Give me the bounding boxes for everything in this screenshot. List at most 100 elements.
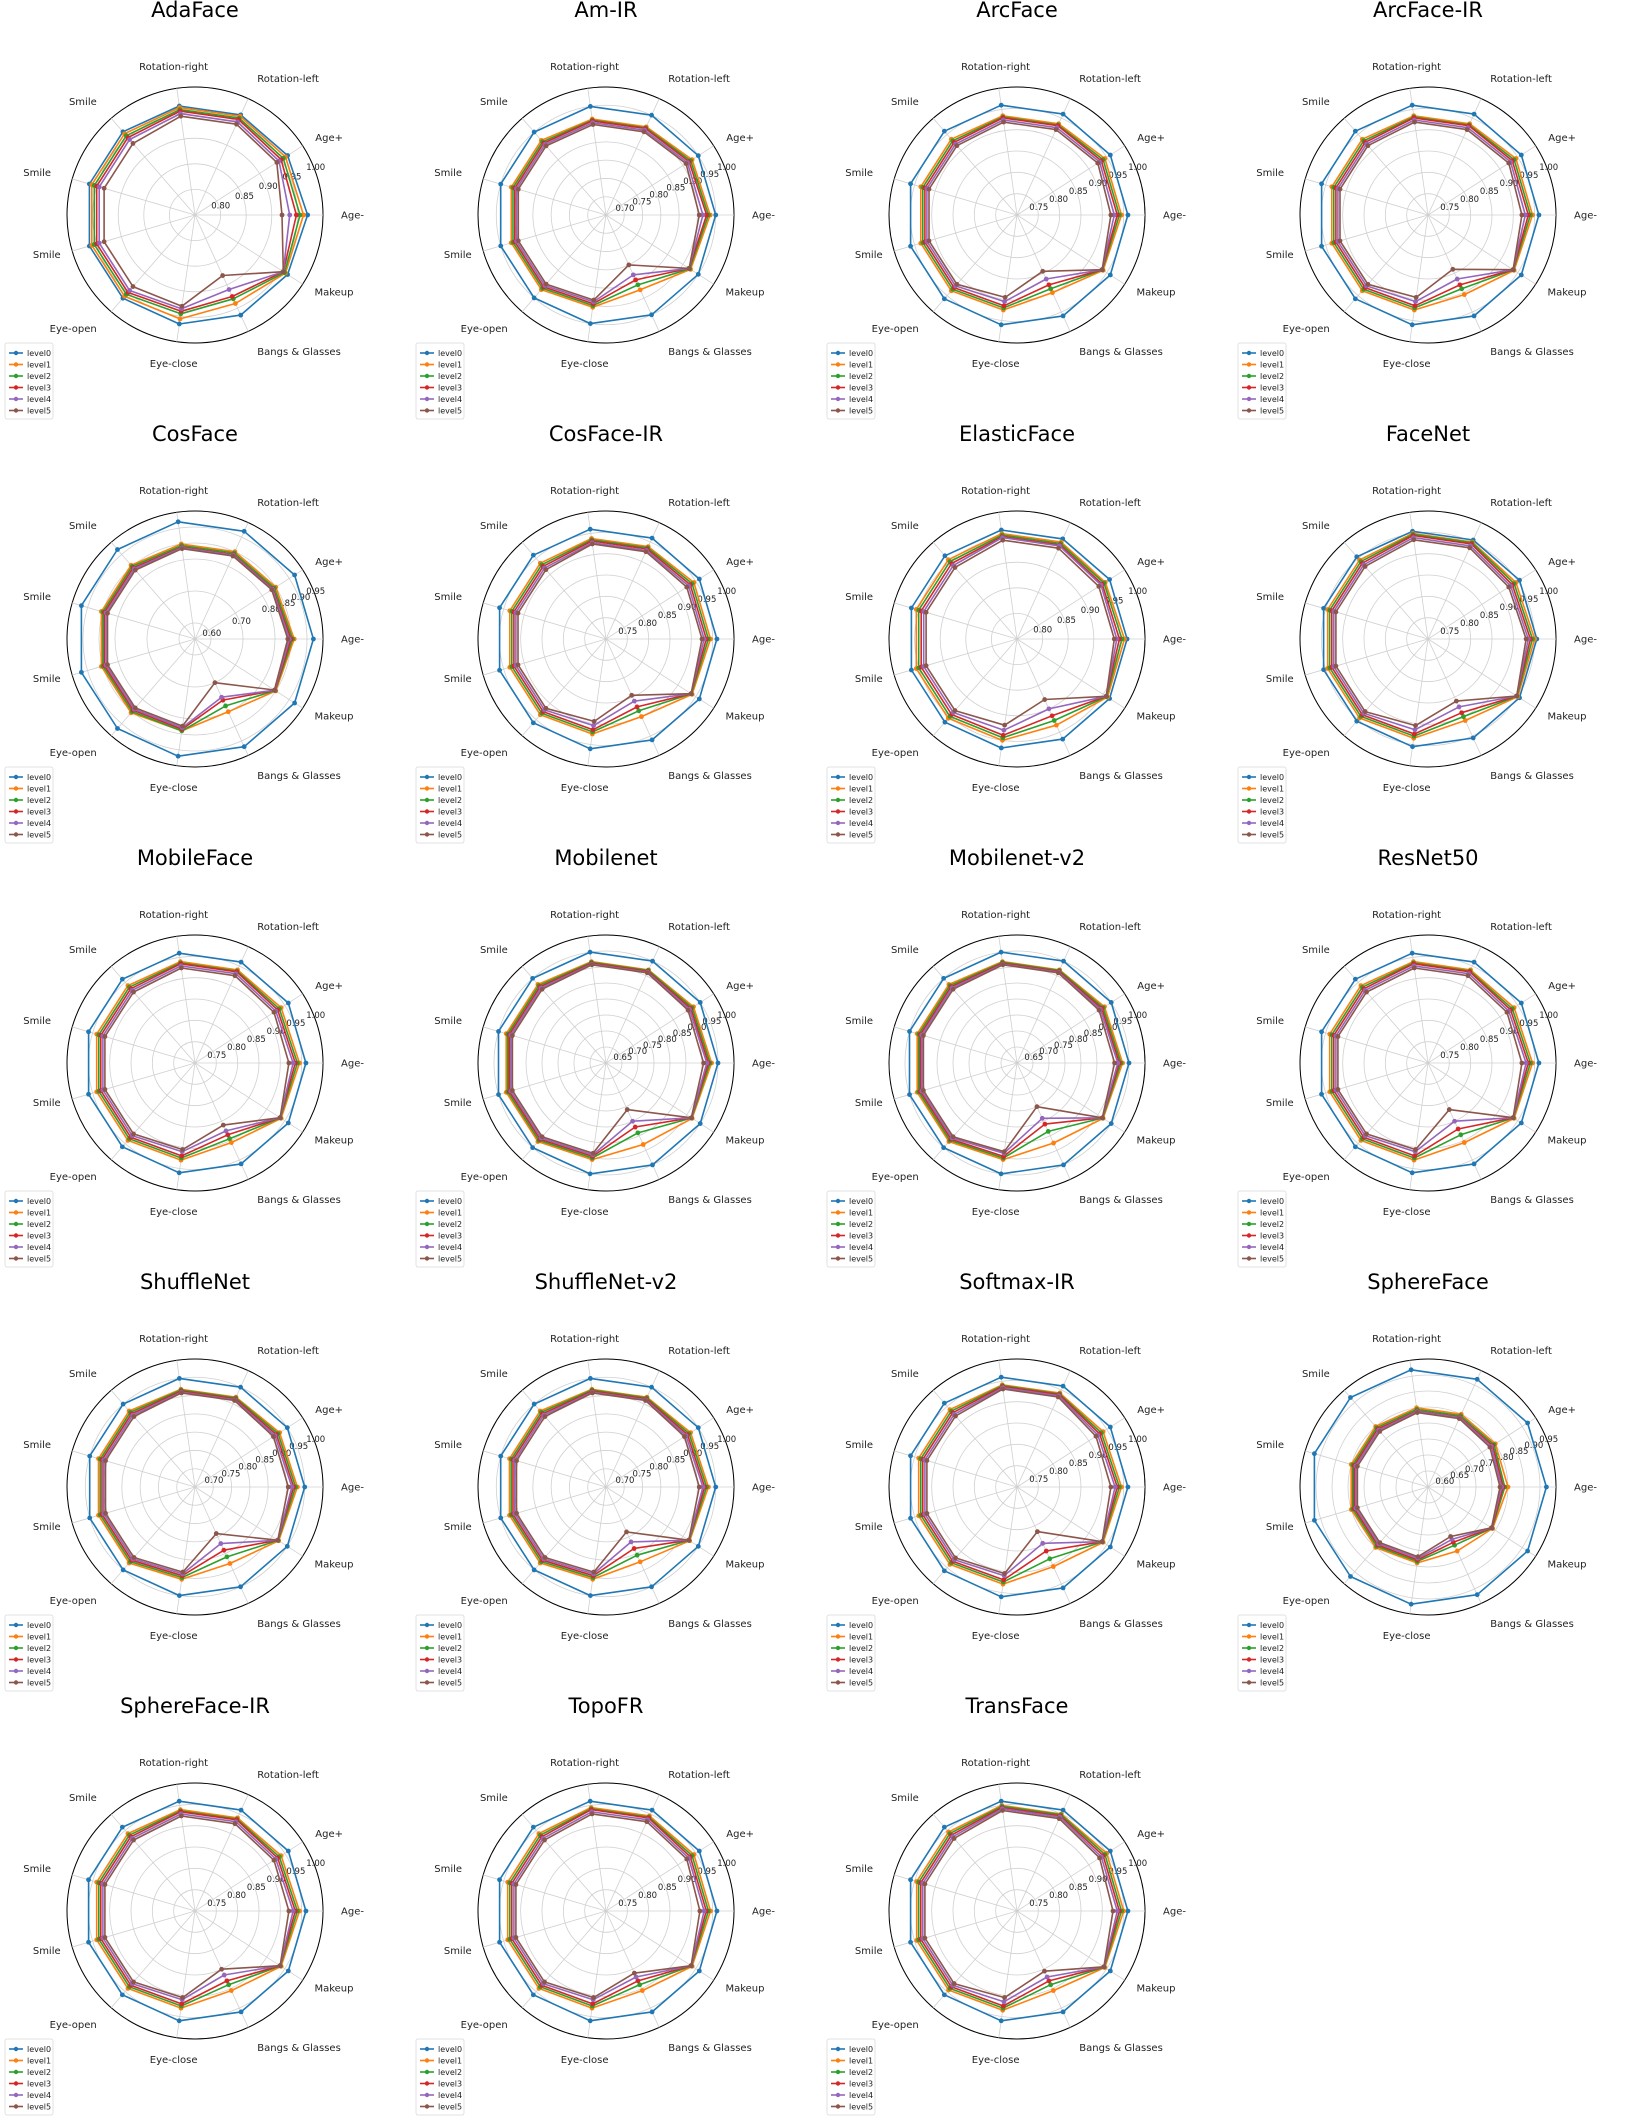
angular-gridline xyxy=(110,542,196,640)
data-point-level0 xyxy=(1409,950,1415,956)
series-line-level0 xyxy=(498,1800,718,2022)
series-line-level2 xyxy=(93,108,301,315)
data-point-level0 xyxy=(238,1584,243,1590)
data-point-level0 xyxy=(697,1000,703,1005)
angular-gridline xyxy=(110,1814,196,1912)
data-point-level5 xyxy=(269,587,275,593)
data-point-level0 xyxy=(241,744,247,750)
data-point-level5 xyxy=(688,691,694,697)
category-label: Makeup xyxy=(314,287,353,298)
legend: level0 level1 level2 level3 level4 level5 xyxy=(4,1614,54,1692)
data-point-level5 xyxy=(232,1821,238,1827)
data-point-level5 xyxy=(591,718,597,724)
legend-swatch-marker xyxy=(424,408,430,413)
angular-gridline xyxy=(521,1814,607,1912)
data-point-level5 xyxy=(696,1484,702,1490)
angular-gridline xyxy=(483,638,607,676)
data-point-level1 xyxy=(177,316,183,322)
category-label: Smile xyxy=(1266,1522,1294,1533)
category-label: Smile xyxy=(1256,1016,1284,1027)
category-label: Smile xyxy=(1256,1440,1284,1451)
data-point-level0 xyxy=(587,2018,593,2024)
category-label: Smile xyxy=(69,521,97,532)
data-point-level5 xyxy=(684,1856,690,1862)
data-point-level1 xyxy=(1461,292,1467,297)
data-point-level5 xyxy=(232,973,238,979)
radial-tick-label: 0.95 xyxy=(1104,597,1123,607)
data-point-level0 xyxy=(1061,958,1066,964)
data-point-level5 xyxy=(513,1935,519,1940)
series-line-level5 xyxy=(517,543,703,723)
data-point-level2 xyxy=(1048,286,1054,292)
data-point-level5 xyxy=(277,1115,283,1121)
data-point-level0 xyxy=(238,1161,244,1167)
category-label: Rotation-right xyxy=(550,486,619,497)
data-point-level5 xyxy=(234,121,239,127)
series-line-level0 xyxy=(1322,530,1538,748)
data-point-level0 xyxy=(303,1908,309,1914)
category-label: Age+ xyxy=(1548,557,1576,568)
angular-gridline xyxy=(521,1390,607,1488)
legend-swatch-marker xyxy=(1246,408,1252,413)
radial-tick-label: 0.80 xyxy=(1069,1035,1088,1045)
series-line-level5 xyxy=(106,547,289,727)
data-point-level4 xyxy=(591,723,596,728)
data-point-level5 xyxy=(1095,160,1101,166)
angular-gridline xyxy=(1305,1450,1429,1488)
data-point-level5 xyxy=(591,1995,596,2000)
data-point-level2 xyxy=(1045,1129,1051,1134)
legend-label: level4 xyxy=(849,1667,873,1676)
legend-swatch-marker xyxy=(1246,1256,1252,1261)
legend-swatch-marker xyxy=(424,1256,430,1261)
category-label: Smile xyxy=(444,1098,472,1109)
category-label: Eye-open xyxy=(872,1596,919,1607)
angular-gridline xyxy=(605,638,714,709)
angular-gridline xyxy=(605,1062,714,1133)
category-label: Smile xyxy=(444,1946,472,1957)
radial-tick-label: 0.60 xyxy=(1435,1477,1454,1487)
radial-tick-label: 1.00 xyxy=(717,1011,736,1021)
data-point-level5 xyxy=(230,553,236,559)
legend-label: level3 xyxy=(438,384,462,393)
category-label: Smile xyxy=(891,521,919,532)
category-label: Smile xyxy=(845,1016,873,1027)
legend-label: level4 xyxy=(438,1667,462,1676)
data-point-level2 xyxy=(1461,714,1466,720)
category-label: Smile xyxy=(855,1098,883,1109)
category-label: Smile xyxy=(1266,250,1294,261)
data-point-level5 xyxy=(1335,1087,1341,1092)
data-point-level4 xyxy=(1114,1908,1120,1914)
data-point-level5 xyxy=(923,663,929,669)
radar-chart-panel: ArcFace 0.75 0.80 0.85 0.90 0.95 1.00 Age- Age+ R… xyxy=(822,0,1233,424)
legend-swatch-marker xyxy=(835,1622,841,1628)
legend-swatch-marker xyxy=(424,373,430,379)
legend-swatch-marker xyxy=(13,1680,19,1685)
angular-gridline xyxy=(998,214,1018,342)
radial-tick-label: 0.80 xyxy=(1049,1467,1068,1477)
category-label: Age+ xyxy=(726,1405,754,1416)
data-point-level0 xyxy=(302,1484,308,1490)
angular-gridline xyxy=(932,966,1018,1064)
data-point-level5 xyxy=(1467,545,1473,551)
legend-label: level4 xyxy=(27,1243,51,1252)
category-label: Age+ xyxy=(1548,133,1576,144)
data-point-level1 xyxy=(639,1988,645,1993)
category-label: Rotation-right xyxy=(1372,486,1441,497)
category-label: Rotation-left xyxy=(668,498,730,509)
radar-chart-panel: SphereFace-IR 0.75 0.80 0.85 0.90 0.95 1.00 Age… xyxy=(0,1694,411,2120)
data-point-level0 xyxy=(941,1145,947,1151)
category-label: Rotation-right xyxy=(550,1334,619,1345)
legend-swatch-marker xyxy=(835,809,841,814)
series-line-level0 xyxy=(909,1800,1129,2022)
category-label: Smile xyxy=(480,1793,508,1804)
legend-swatch-marker xyxy=(1246,1645,1252,1651)
category-label: Age+ xyxy=(315,1405,343,1416)
data-point-level5 xyxy=(1000,1386,1006,1392)
radial-tick-label: 0.75 xyxy=(221,1469,240,1479)
legend-swatch-marker xyxy=(13,2104,19,2109)
data-point-level0 xyxy=(908,1939,913,1945)
radial-tick-label: 0.85 xyxy=(255,1456,274,1466)
legend-label: level4 xyxy=(438,1243,462,1252)
radial-tick-label: 0.80 xyxy=(1049,1891,1068,1901)
data-point-level5 xyxy=(1002,1571,1007,1576)
